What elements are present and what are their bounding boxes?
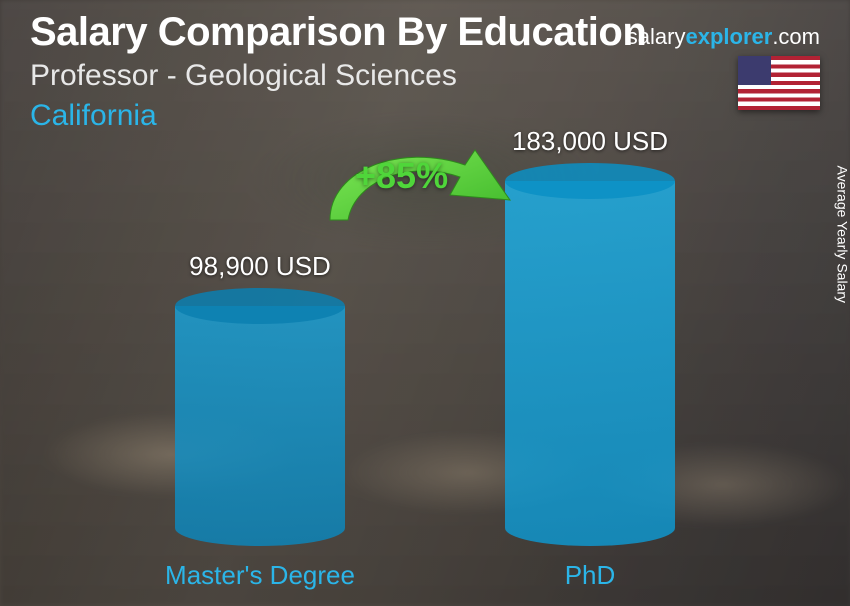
increase-percent-label: +85% <box>355 155 448 197</box>
brand-part1: salary <box>627 24 686 49</box>
bar-value-label: 98,900 USD <box>189 251 331 282</box>
brand-logo: salaryexplorer.com <box>627 24 820 50</box>
flag-icon <box>738 56 820 110</box>
bar-value-label: 183,000 USD <box>512 126 668 157</box>
brand-part2: explorer <box>685 24 772 49</box>
header: Salary Comparison By Education Professor… <box>30 10 820 133</box>
bar-chart: 98,900 USDMaster's Degree183,000 USDPhD <box>0 150 850 606</box>
chart-subtitle: Professor - Geological Sciences <box>30 59 820 93</box>
bar-category-label: Master's Degree <box>165 560 355 591</box>
bar-category-label: PhD <box>565 560 616 591</box>
brand-part3: .com <box>772 24 820 49</box>
bar-0: 98,900 USDMaster's Degree <box>175 306 345 546</box>
chart-location: California <box>30 99 820 133</box>
bar-1: 183,000 USDPhD <box>505 181 675 546</box>
